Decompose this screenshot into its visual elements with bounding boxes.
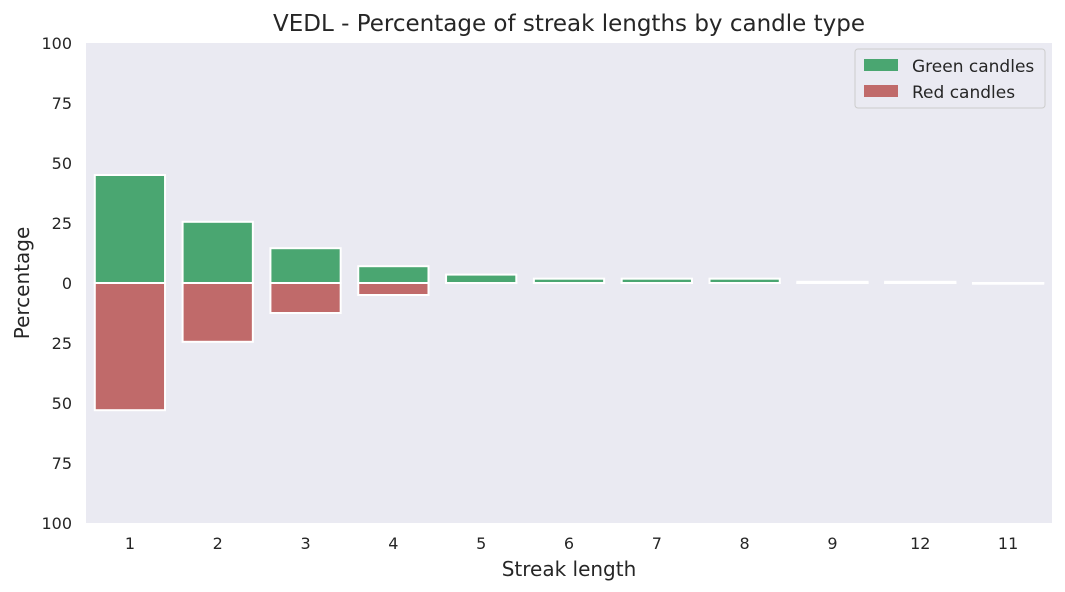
y-tick-label: 100 [41,34,72,53]
y-tick-label: 75 [52,94,72,113]
x-tick-label: 4 [388,534,398,553]
y-tick-label: 75 [52,454,72,473]
y-axis-label: Percentage [10,227,34,340]
y-tick-label: 25 [52,334,72,353]
red-bar [181,282,254,343]
y-tick-label: 50 [52,154,72,173]
red-bar [357,282,430,296]
red-bar [971,282,1045,285]
green-bar [445,273,518,285]
y-tick-label: 0 [62,274,72,293]
green-bar [93,174,167,284]
bars [93,174,1045,412]
x-tick-label: 11 [998,534,1018,553]
y-tick-label: 50 [52,394,72,413]
x-tick-label: 7 [652,534,662,553]
x-ticks: 1 2 3 4 5 6 7 8 9 12 11 [125,534,1018,553]
green-bar [269,247,342,284]
x-axis-label: Streak length [502,557,637,581]
legend: Green candles Red candles [854,48,1046,109]
x-tick-label: 6 [564,534,574,553]
legend-swatch-green [864,59,898,71]
red-bar [269,282,342,314]
x-tick-label: 12 [910,534,930,553]
green-bar [181,220,254,285]
x-tick-label: 3 [300,534,310,553]
x-tick-label: 1 [125,534,135,553]
legend-label-green: Green candles [912,57,1034,77]
legend-swatch-red [864,85,898,97]
green-bar [357,265,430,285]
y-ticks: 100 75 50 25 0 25 50 75 100 [41,34,72,533]
legend-label-red: Red candles [912,83,1015,103]
chart-title: VEDL - Percentage of streak lengths by c… [273,11,865,37]
y-tick-label: 25 [52,214,72,233]
x-tick-label: 8 [740,534,750,553]
red-bar [93,282,167,412]
legend-box [854,48,1046,109]
x-tick-label: 5 [476,534,486,553]
y-tick-label: 100 [41,514,72,533]
x-tick-label: 9 [827,534,837,553]
x-tick-label: 2 [213,534,223,553]
